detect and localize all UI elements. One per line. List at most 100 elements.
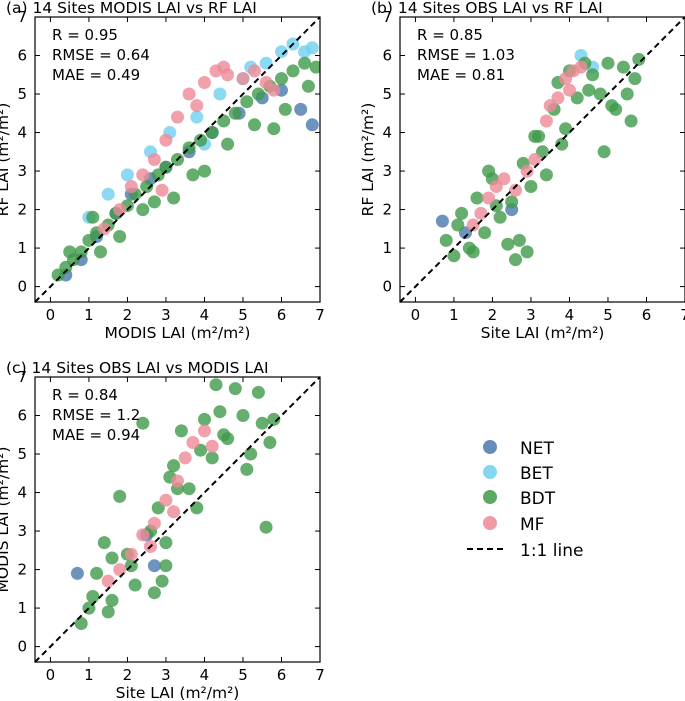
p0-ytick-label: 1 [17,239,27,257]
p1-point-mf [563,83,576,97]
p2-point-bdt [128,578,142,592]
p1-point-mf [520,164,534,178]
p0-point-bdt [221,137,235,151]
p1-point-mf [543,99,557,113]
p0-xtick-label: 4 [200,306,210,324]
p1-point-bdt [586,68,600,82]
p2-xtick-label: 4 [200,666,210,684]
p0-ytick-label: 5 [17,85,27,103]
legend-label-bdt: BDT [520,489,556,509]
p0-xtick-label: 3 [161,306,171,324]
p2-point-net [147,559,161,573]
p0-point-mf [248,64,261,78]
p1-ylabel: RF LAI (m²/m²) [359,103,377,217]
p2-point-bdt [209,378,223,392]
p1-point-bdt [493,210,507,224]
p2-ytick-label: 6 [17,407,27,425]
p2-ytick-label: 0 [17,638,27,656]
legend-marker-bdt [483,490,497,504]
p1-ytick-label: 4 [382,124,392,142]
p0-point-mf [147,153,161,166]
p2-ytick-label: 2 [17,561,27,579]
p0-point-mf [190,99,204,113]
legend-marker-mf [483,516,497,530]
p2-title: (c) 14 Sites OBS LAI vs MODIS LAI [6,359,269,377]
p1-point-bdt [524,180,538,193]
p2-point-mf [171,474,184,488]
p1-axes-frame [399,16,685,303]
p2-xtick-label: 5 [238,666,248,684]
p1-point-bdt [624,114,638,128]
p0-point-mf [155,183,169,197]
p1-xlabel: Site LAI (m²/m²) [481,324,605,342]
p1-ytick-label: 6 [382,47,392,65]
p0-point-bdt [275,72,288,86]
p1-point-bdt [439,233,453,247]
p2-ytick-label: 4 [17,484,27,502]
p0-point-bdt [63,245,77,259]
p1-point-bdt [632,52,646,66]
p2-point-mf [159,493,173,507]
p1-point-bdt [509,253,522,267]
p1-xtick-label: 6 [642,306,652,324]
p0-xtick-label: 5 [238,306,248,324]
p2-stat: MAE = 0.94 [52,426,140,444]
p0-title: (a) 14 Sites MODIS LAI vs RF LAI [6,0,257,17]
p0-point-bet [213,87,227,101]
p2-ylabel: MODIS LAI (m²/m²) [0,447,12,593]
legend: NET BET BDT MF 1:1 line [467,439,583,561]
p1-point-bdt [582,83,596,97]
p2-ytick-label: 7 [17,368,27,386]
p2-point-bdt [105,593,119,607]
p2-point-bdt [217,428,231,442]
p0-ytick-label: 7 [17,8,27,26]
p2-point-bdt [228,382,242,396]
p0-point-bdt [309,60,320,74]
p0-point-bdt [251,87,265,101]
p0-stat: R = 0.95 [52,26,118,44]
p2-xtick-label: 1 [84,666,94,684]
p0-point-bdt [136,203,150,217]
p0-point-bdt [301,79,315,93]
p2-point-bdt [105,551,119,565]
p1-xtick-label: 1 [449,306,459,324]
p2-point-bdt [101,605,115,619]
p2-xtick-label: 3 [161,666,171,684]
p1-ytick-label: 5 [382,85,392,103]
p1-point-mf [509,183,522,197]
p2-point-bdt [167,459,181,473]
p2-point-bdt [182,482,196,496]
p0-axes-frame [34,16,321,303]
p2-xtick-label: 6 [277,666,287,684]
p1-xtick-label: 3 [526,306,536,324]
p1-point-bdt [597,145,611,159]
p0-point-bdt [278,102,292,116]
p2-ytick-label: 5 [17,445,27,463]
p1-point-bdt [451,218,465,232]
p0-point-bdt [140,180,154,193]
p2-point-mf [167,505,181,519]
p2-point-bdt [259,520,273,534]
p1-points [435,49,646,267]
p2-point-mf [205,439,219,453]
p0-one-to-one-line [34,16,321,303]
p2-point-bdt [113,489,127,503]
p1-xtick-label: 7 [680,306,685,324]
p2-xlabel: Site LAI (m²/m²) [116,684,240,701]
p2-stat: RMSE = 1.2 [52,406,140,424]
p0-points [51,37,320,282]
p1-point-mf [539,114,553,128]
p2-point-mf [198,424,211,438]
p0-xtick-label: 1 [84,306,94,324]
p1-point-bdt [501,237,515,251]
p0-point-bet [275,45,288,59]
p0-point-bdt [240,95,254,109]
legend-label-mf: MF [520,515,544,535]
p2-point-bdt [97,536,111,550]
p1-point-bdt [539,168,553,182]
p1-xtick-label: 0 [411,306,421,324]
p1-point-mf [466,218,480,232]
p1-point-bdt [470,191,484,205]
